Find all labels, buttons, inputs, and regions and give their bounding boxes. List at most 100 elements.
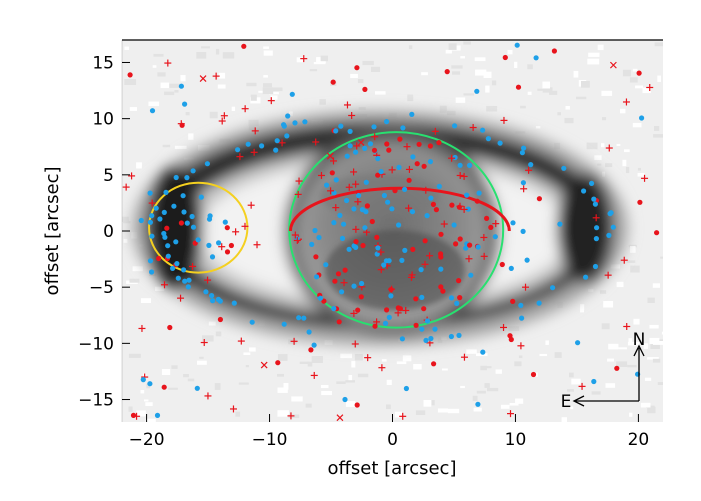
noise-patch bbox=[495, 369, 502, 374]
noise-patch bbox=[122, 216, 129, 222]
red-dot bbox=[313, 254, 319, 260]
plus-marker bbox=[300, 55, 308, 63]
noise-patch bbox=[476, 390, 486, 394]
ring-dot bbox=[589, 180, 595, 186]
blue-dot bbox=[289, 91, 295, 97]
noise-patch bbox=[152, 65, 157, 68]
noise-patch bbox=[202, 335, 214, 342]
plus-marker bbox=[431, 127, 439, 135]
noise-patch bbox=[421, 72, 428, 76]
red-dot bbox=[456, 278, 462, 284]
noise-patch bbox=[208, 321, 216, 326]
blue-dot bbox=[428, 195, 434, 201]
noise-patch bbox=[269, 92, 279, 95]
plot-area bbox=[122, 40, 663, 422]
noise-patch bbox=[180, 75, 186, 82]
noise-patch bbox=[474, 57, 486, 62]
plus-marker bbox=[388, 166, 396, 174]
axes: −20 −10 0 10 20 −15 −10 −5 0 5 10 15 bbox=[78, 39, 663, 450]
red-dot bbox=[510, 298, 516, 304]
plus-marker bbox=[343, 101, 351, 109]
cross-marker bbox=[357, 139, 365, 146]
noise-patch bbox=[637, 173, 645, 177]
nebula-detail bbox=[320, 174, 465, 310]
red-dot bbox=[374, 234, 380, 240]
lobe-dot bbox=[173, 239, 179, 245]
ring-dot bbox=[371, 124, 377, 130]
blue-dot bbox=[285, 113, 291, 119]
noise-patch bbox=[473, 407, 482, 412]
compass-east-label: E bbox=[561, 392, 572, 412]
noise-patch bbox=[586, 142, 598, 150]
red-dot bbox=[637, 199, 643, 205]
noise-patch bbox=[408, 45, 413, 50]
red-dot bbox=[275, 360, 281, 366]
blue-dot bbox=[344, 197, 350, 204]
plus-marker bbox=[345, 183, 353, 191]
plus-marker bbox=[218, 117, 226, 125]
ring-dot bbox=[203, 289, 209, 295]
blue-dot bbox=[140, 377, 146, 383]
plus-marker bbox=[237, 337, 245, 345]
plus-marker bbox=[189, 262, 197, 270]
noise-patch bbox=[483, 71, 492, 78]
red-dot bbox=[392, 188, 398, 194]
ring-dot bbox=[593, 236, 600, 242]
noise-patch bbox=[626, 260, 636, 263]
noise-patch bbox=[487, 387, 499, 392]
plus-marker bbox=[421, 260, 429, 268]
noise-patch bbox=[183, 374, 189, 378]
plus-marker bbox=[460, 172, 468, 180]
ring-dot bbox=[296, 315, 302, 321]
noise-patch bbox=[250, 94, 257, 101]
noise-patch bbox=[123, 221, 131, 224]
plus-marker bbox=[287, 412, 295, 420]
blue-dot bbox=[367, 141, 374, 147]
ring-dot bbox=[215, 296, 221, 302]
y-axis-title: offset [arcsec] bbox=[42, 167, 63, 296]
plus-marker bbox=[204, 392, 212, 400]
blue-dot bbox=[316, 234, 322, 241]
noise-patch bbox=[542, 81, 550, 89]
red-dot bbox=[388, 286, 394, 293]
plus-marker bbox=[480, 233, 488, 241]
x-tick-label: −20 bbox=[129, 430, 165, 450]
blue-dot bbox=[341, 221, 347, 227]
red-dot bbox=[217, 316, 223, 323]
noise-patch bbox=[527, 64, 533, 70]
ring-dot bbox=[161, 230, 167, 237]
lobe-dot bbox=[206, 216, 213, 222]
blue-dot bbox=[454, 300, 460, 306]
noise-patch bbox=[616, 143, 621, 146]
noise-patch bbox=[601, 90, 613, 96]
noise-patch bbox=[628, 244, 637, 248]
plus-marker bbox=[340, 279, 348, 287]
ring-dot bbox=[186, 277, 192, 283]
plus-marker bbox=[465, 255, 473, 263]
blue-dot bbox=[396, 164, 402, 170]
noise-patch bbox=[386, 404, 391, 410]
blue-dot bbox=[344, 153, 350, 159]
plus-marker bbox=[507, 410, 515, 418]
red-dot bbox=[467, 242, 473, 248]
ring-dot bbox=[301, 315, 307, 321]
noise-patch bbox=[348, 375, 353, 381]
noise-patch bbox=[320, 385, 329, 389]
red-dot bbox=[431, 361, 437, 367]
ring-dot bbox=[210, 298, 216, 304]
red-dot bbox=[358, 294, 364, 300]
red-dot bbox=[332, 278, 338, 284]
plus-marker bbox=[426, 252, 434, 260]
noise-patch bbox=[476, 353, 488, 357]
red-dot bbox=[614, 365, 620, 371]
plus-marker bbox=[317, 171, 325, 179]
plus-marker bbox=[620, 256, 628, 264]
blue-dot bbox=[468, 272, 474, 278]
noise-patch bbox=[594, 155, 602, 160]
noise-patch bbox=[588, 288, 594, 292]
y-tick-label: 0 bbox=[103, 222, 114, 242]
noise-patch bbox=[263, 83, 272, 88]
noise-patch bbox=[616, 281, 624, 288]
red-dot bbox=[362, 86, 368, 92]
red-dot bbox=[224, 249, 231, 255]
